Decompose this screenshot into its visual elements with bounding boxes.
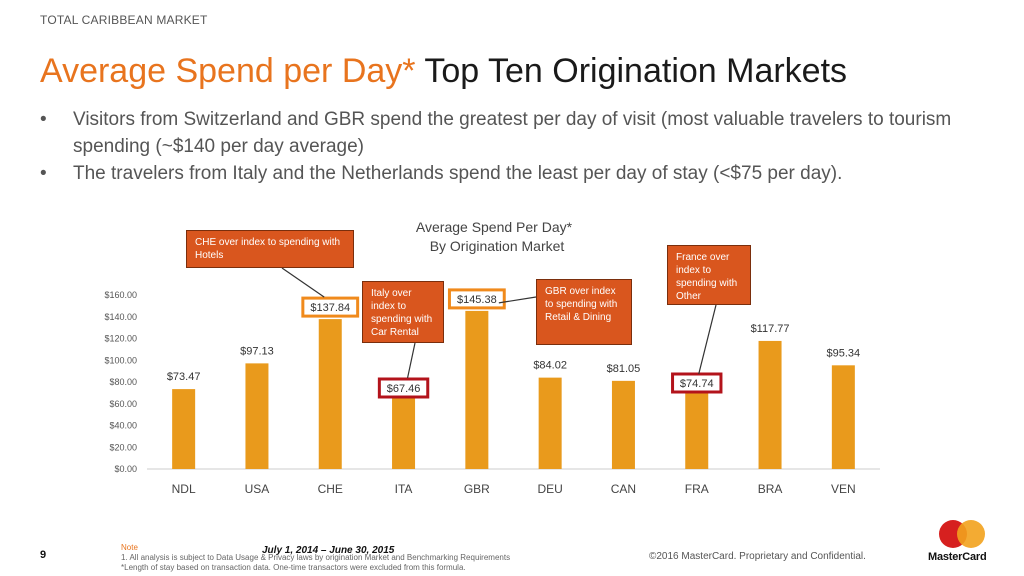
highlight-box	[301, 296, 360, 318]
data-label: $84.02	[533, 360, 567, 372]
x-tick-label: CHE	[318, 482, 343, 496]
title-accent: Average Spend per Day*	[40, 52, 416, 90]
data-label: $145.38	[457, 294, 497, 306]
title-rest: Top Ten Origination Markets	[415, 52, 848, 90]
y-tick-label: $60.00	[109, 399, 137, 409]
x-tick-label: USA	[245, 482, 270, 496]
page-title: Average Spend per Day* Top Ten Originati…	[40, 52, 847, 91]
data-label: $137.84	[310, 302, 350, 314]
y-tick-label: $80.00	[109, 377, 137, 387]
footnote-1: 1. All analysis is subject to Data Usage…	[121, 553, 511, 562]
bar	[245, 363, 269, 469]
bar	[392, 395, 416, 469]
data-label: $97.13	[240, 345, 274, 357]
highlight-box	[377, 377, 430, 399]
data-label: $74.74	[680, 378, 714, 390]
chart-title: Average Spend Per Day*	[416, 219, 573, 235]
y-tick-label: $160.00	[104, 290, 137, 300]
bar	[611, 380, 635, 469]
callout-fra: France over index to spending with Other	[667, 245, 751, 305]
footnote-2: *Length of stay based on transaction dat…	[121, 563, 466, 572]
x-tick-label: BRA	[758, 482, 783, 496]
mastercard-logo-icon	[939, 520, 985, 548]
y-tick-label: $120.00	[104, 334, 137, 344]
callout-che: CHE over index to spending with Hotels	[186, 230, 354, 268]
date-range: July 1, 2014 – June 30, 2015	[262, 545, 395, 556]
callout-line-gbr	[498, 296, 537, 304]
note-label: Note	[121, 543, 138, 552]
bar	[318, 319, 342, 469]
x-tick-label: FRA	[685, 482, 709, 496]
x-tick-label: NDL	[172, 482, 196, 496]
bar	[465, 310, 489, 469]
callout-line-che	[281, 267, 325, 298]
callout-line-fra	[698, 304, 717, 375]
y-tick-label: $20.00	[109, 442, 137, 452]
data-label: $95.34	[827, 347, 861, 359]
y-tick-label: $100.00	[104, 355, 137, 365]
y-tick-label: $40.00	[109, 421, 137, 431]
bullet-item: The travelers from Italy and the Netherl…	[40, 160, 970, 187]
page-number: 9	[40, 549, 47, 561]
bar	[758, 340, 782, 469]
data-label: $73.47	[167, 371, 201, 383]
data-label: $117.77	[751, 323, 790, 335]
bar	[538, 377, 562, 469]
bar	[831, 365, 855, 469]
y-tick-label: $140.00	[104, 312, 137, 322]
bar	[685, 387, 709, 469]
y-tick-label: $0.00	[114, 464, 137, 474]
callout-line-ita	[406, 342, 416, 379]
copyright: ©2016 MasterCard. Proprietary and Confid…	[649, 551, 866, 562]
bullet-item: Visitors from Switzerland and GBR spend …	[40, 106, 970, 160]
bar	[172, 389, 196, 469]
bullet-list: Visitors from Switzerland and GBR spend …	[40, 106, 970, 187]
data-label: $81.05	[607, 363, 641, 375]
section-label: TOTAL CARIBBEAN MARKET	[40, 13, 208, 27]
x-tick-label: GBR	[464, 482, 490, 496]
x-tick-label: ITA	[395, 482, 413, 496]
callout-ita: Italy over index to spending with Car Re…	[362, 281, 444, 343]
x-tick-label: CAN	[611, 482, 636, 496]
logo-text: MasterCard	[928, 551, 987, 563]
chart-subtitle: By Origination Market	[430, 238, 565, 254]
highlight-box	[447, 288, 506, 310]
callout-gbr: GBR over index to spending with Retail &…	[536, 279, 632, 345]
x-tick-label: DEU	[537, 482, 562, 496]
x-tick-label: VEN	[831, 482, 856, 496]
data-label: $67.46	[387, 383, 421, 395]
highlight-box	[671, 372, 723, 394]
